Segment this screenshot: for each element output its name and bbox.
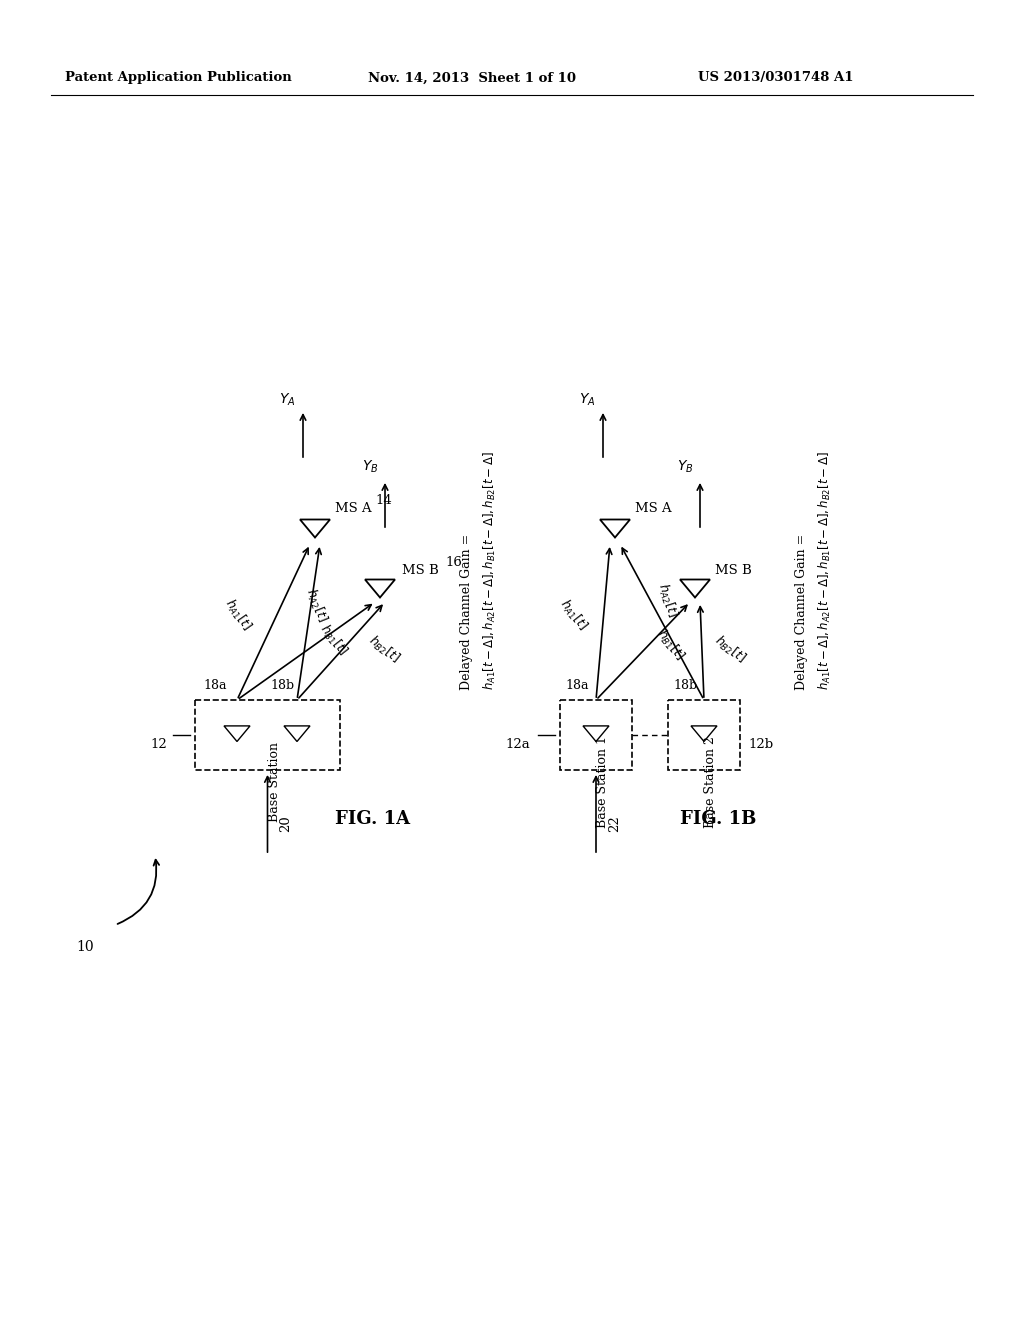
Text: Nov. 14, 2013  Sheet 1 of 10: Nov. 14, 2013 Sheet 1 of 10 <box>368 71 575 84</box>
Text: 14: 14 <box>375 494 392 507</box>
Text: 12a: 12a <box>505 738 530 751</box>
Text: 18b: 18b <box>270 678 294 692</box>
Text: $h_{A1}[t]$: $h_{A1}[t]$ <box>556 597 591 634</box>
FancyBboxPatch shape <box>560 700 632 770</box>
Text: MS B: MS B <box>715 564 752 577</box>
Text: 10: 10 <box>76 940 94 954</box>
Text: Delayed Channel Gain =: Delayed Channel Gain = <box>460 533 473 690</box>
Text: $h_{B2}[t]$: $h_{B2}[t]$ <box>711 632 749 667</box>
Text: $Y_B$: $Y_B$ <box>677 458 693 475</box>
Text: FIG. 1B: FIG. 1B <box>680 810 757 828</box>
Text: Base Station 1: Base Station 1 <box>596 737 609 828</box>
Text: $h_{B1}[t]$: $h_{B1}[t]$ <box>653 626 688 664</box>
Text: Patent Application Publication: Patent Application Publication <box>65 71 292 84</box>
Text: $Y_A$: $Y_A$ <box>579 392 595 408</box>
Text: $h_{A1}[t-\Delta], h_{A2}[t-\Delta], h_{B1}[t-\Delta], h_{B2}[t-\Delta]$: $h_{A1}[t-\Delta], h_{A2}[t-\Delta], h_{… <box>482 451 498 690</box>
Text: FIG. 1A: FIG. 1A <box>335 810 411 828</box>
Text: 18b: 18b <box>673 678 697 692</box>
FancyBboxPatch shape <box>668 700 740 770</box>
Text: $h_{A1}[t-\Delta], h_{A2}[t-\Delta], h_{B1}[t-\Delta], h_{B2}[t-\Delta]$: $h_{A1}[t-\Delta], h_{A2}[t-\Delta], h_{… <box>817 451 834 690</box>
Text: MS B: MS B <box>402 564 438 577</box>
Text: $Y_A$: $Y_A$ <box>279 392 295 408</box>
Text: $Y_B$: $Y_B$ <box>361 458 378 475</box>
Text: 22: 22 <box>608 816 621 832</box>
Text: 16: 16 <box>445 556 462 569</box>
Text: MS A: MS A <box>635 502 672 515</box>
Text: 18a: 18a <box>565 678 589 692</box>
Text: Delayed Channel Gain =: Delayed Channel Gain = <box>795 533 808 690</box>
Text: $h_{B2}[t]$: $h_{B2}[t]$ <box>365 632 402 667</box>
Text: Base Station 2: Base Station 2 <box>705 737 717 828</box>
Text: 20: 20 <box>280 816 293 832</box>
Text: 18a: 18a <box>203 678 226 692</box>
Text: $h_{A2}[t]$: $h_{A2}[t]$ <box>302 586 330 624</box>
Text: $h_{A1}[t]$: $h_{A1}[t]$ <box>221 595 255 634</box>
Text: 12: 12 <box>151 738 167 751</box>
Text: $h_{A2}[t]$: $h_{A2}[t]$ <box>654 581 681 619</box>
Text: MS A: MS A <box>335 502 372 515</box>
Text: 12b: 12b <box>748 738 773 751</box>
Text: US 2013/0301748 A1: US 2013/0301748 A1 <box>698 71 853 84</box>
Text: Base Station: Base Station <box>267 742 281 822</box>
FancyBboxPatch shape <box>195 700 340 770</box>
Text: $h_{B1}[t]$: $h_{B1}[t]$ <box>316 622 351 659</box>
